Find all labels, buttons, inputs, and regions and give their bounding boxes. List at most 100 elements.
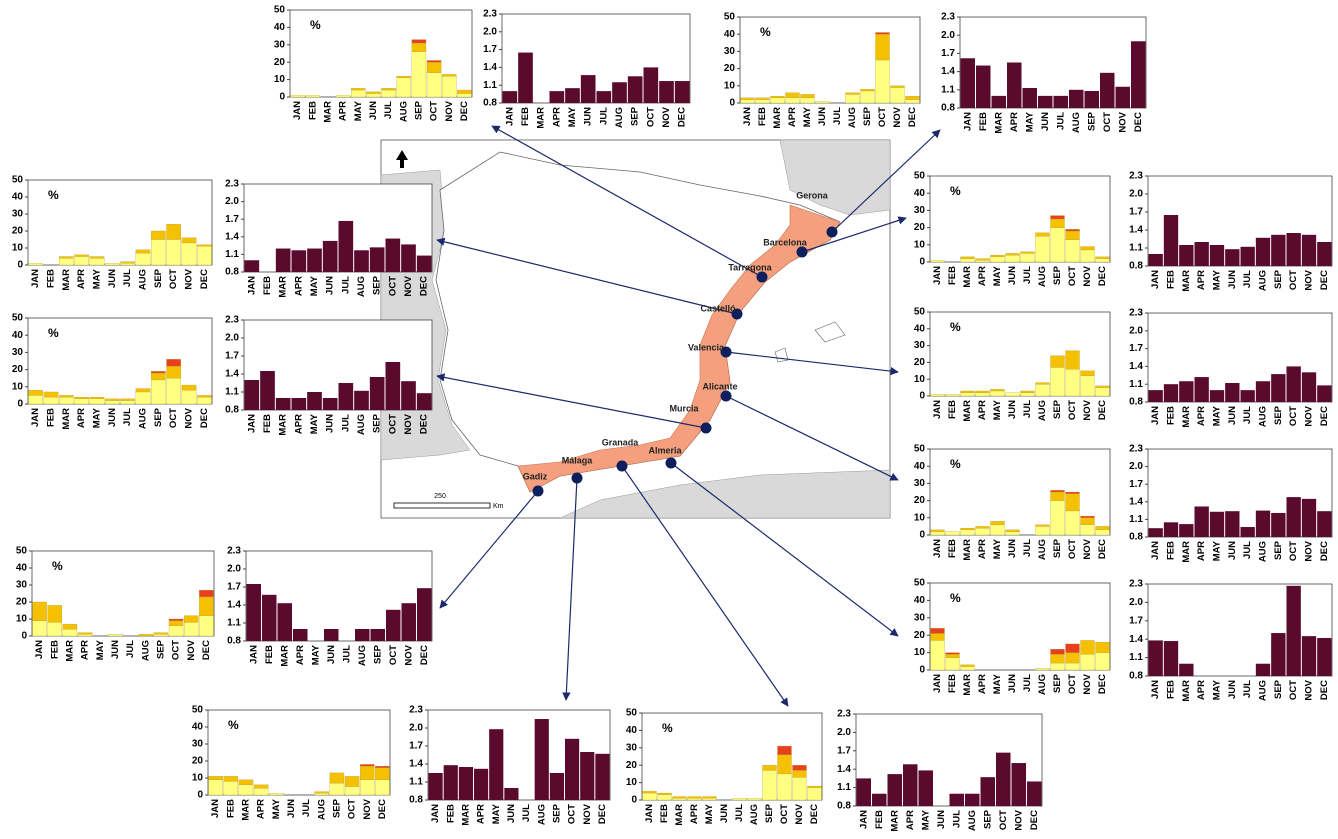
x-tick-label: DEC [1319, 406, 1330, 426]
x-tick-label: SEP [764, 803, 775, 823]
scale-unit: Km [493, 503, 504, 510]
bar-segment [785, 92, 800, 98]
bar-segment [960, 392, 975, 397]
y-tick-label: 40 [16, 563, 28, 574]
y-tick-label: 0.8 [1129, 671, 1143, 682]
bar-segment [366, 93, 381, 98]
y-tick-label: 2.3 [225, 315, 239, 326]
x-tick-label: MAY [1212, 540, 1223, 561]
x-tick-label: JUN [936, 810, 947, 829]
y-tick-label: 2.0 [941, 30, 955, 41]
bar [1011, 763, 1026, 806]
x-tick-label: DEC [1319, 270, 1330, 290]
bar-segment [960, 529, 975, 536]
x-tick-label: FEB [262, 276, 273, 295]
y-tick-label: 2.3 [1129, 444, 1143, 455]
x-tick-label: JUN [583, 107, 594, 126]
arrow [801, 216, 907, 253]
city-dot [720, 346, 732, 358]
y-tick-label: 2.0 [1129, 325, 1143, 336]
annotation: % [950, 591, 961, 605]
scale-bar [393, 502, 491, 509]
bar [534, 719, 549, 800]
x-tick-label: MAY [992, 265, 1003, 286]
bar [1317, 511, 1332, 537]
bar [627, 76, 643, 103]
y-tick-label: 2.0 [483, 26, 497, 37]
x-tick-label: OCT [388, 645, 399, 665]
y-tick-label: 0 [631, 795, 637, 806]
x-tick-label: MAY [1212, 679, 1223, 700]
bar [355, 629, 370, 641]
bar-segment [990, 254, 1005, 257]
bar-segment [930, 640, 945, 671]
y-tick-label: 50 [626, 708, 638, 719]
x-tick-label: SEP [153, 407, 164, 427]
bar [1271, 633, 1286, 676]
plot-frame [427, 709, 611, 801]
bar-segment [975, 527, 990, 536]
bar [1209, 511, 1225, 537]
bar [338, 383, 354, 410]
bar-segment [990, 389, 1005, 392]
x-tick-label: JUN [325, 276, 336, 295]
y-tick-label: 40 [724, 29, 736, 40]
x-tick-label: DEC [201, 640, 212, 660]
x-tick-label: SEP [1052, 399, 1063, 419]
y-tick-label: 0.8 [225, 267, 239, 278]
y-tick-label: 10 [914, 647, 926, 658]
bar [960, 58, 975, 108]
arrow [436, 373, 707, 429]
x-tick-label: AUG [398, 101, 409, 122]
bar-segment [960, 256, 975, 259]
bar [1286, 585, 1301, 676]
bar-segment [702, 798, 717, 801]
bar-segment [208, 779, 223, 796]
y-tick-label: 0 [919, 665, 925, 676]
bar-segment [960, 666, 975, 671]
bar [1194, 377, 1209, 402]
scale-label: 250 [434, 493, 446, 500]
plot-frame [27, 179, 213, 266]
y-tick-label: 1.1 [409, 777, 423, 788]
y-tick-label: 50 [914, 171, 926, 182]
bar-segment [1080, 654, 1095, 671]
x-tick-label: FEB [46, 408, 57, 427]
x-tick-label: JAN [30, 408, 41, 427]
y-tick-label: 1.4 [1129, 225, 1143, 236]
x-tick-label: JUL [1242, 406, 1253, 424]
x-tick-label: JUL [1242, 270, 1253, 288]
x-tick-label: JUL [598, 107, 609, 125]
bar-segment [1095, 258, 1110, 263]
plot-frame [289, 9, 473, 98]
y-tick-label: 1.7 [225, 351, 239, 362]
y-tick-label: 30 [914, 612, 926, 623]
bar [996, 752, 1011, 806]
bar-segment [777, 754, 792, 775]
y-tick-label: 20 [914, 222, 926, 233]
x-tick-label: NOV [1082, 399, 1093, 420]
x-tick-label: NOV [403, 644, 414, 665]
bar [386, 609, 401, 641]
bar [565, 88, 580, 103]
x-tick-label: JUN [107, 408, 118, 427]
bar-segment [1050, 227, 1065, 263]
x-tick-label: AUG [614, 107, 625, 128]
bar-segment [1035, 232, 1050, 237]
bar [1027, 781, 1042, 806]
bar-segment [329, 772, 345, 784]
y-tick-label: 30 [274, 39, 286, 50]
x-tick-label: SEP [1086, 111, 1097, 131]
y-tick-label: 40 [914, 188, 926, 199]
bar [1179, 524, 1194, 537]
x-tick-label: MAR [61, 269, 72, 291]
bar-segment [62, 623, 78, 630]
bar [458, 767, 473, 800]
bar [291, 398, 307, 410]
y-tick-label: 1.1 [941, 84, 955, 95]
plot-frame [929, 175, 1111, 263]
x-tick-label: DEC [809, 804, 820, 824]
island [814, 321, 846, 343]
bar [1115, 86, 1130, 108]
y-tick-label: 20 [914, 357, 926, 368]
